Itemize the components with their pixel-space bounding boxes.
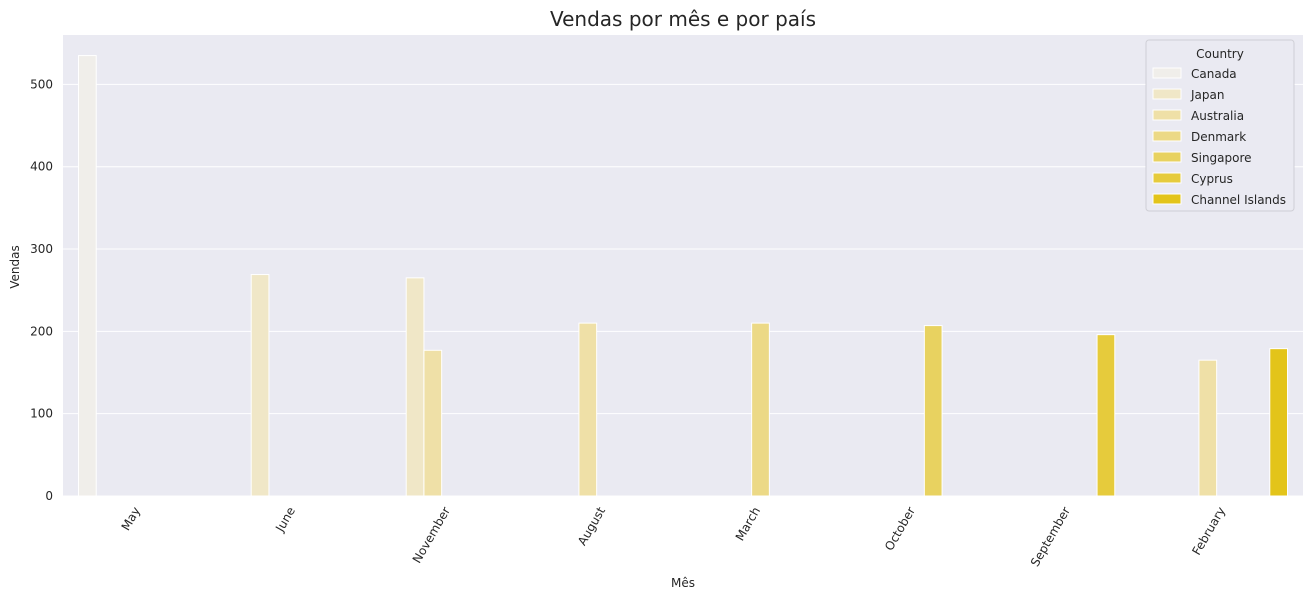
legend-swatch [1152, 130, 1182, 142]
y-tick-label: 0 [45, 489, 53, 503]
legend-swatch [1152, 88, 1182, 100]
legend-label: Canada [1191, 67, 1237, 81]
y-tick-label: 200 [30, 324, 53, 338]
x-tick-labels: May June November August March October Septemb… [119, 504, 1229, 569]
legend-swatch [1152, 67, 1182, 79]
legend-label: Japan [1190, 88, 1224, 102]
bar [1096, 334, 1116, 497]
y-tick-label: 400 [30, 160, 53, 174]
bar [923, 325, 943, 497]
legend-swatch [1152, 109, 1182, 121]
legend-label: Singapore [1191, 151, 1252, 165]
x-tick-label: March [733, 505, 763, 544]
bar [405, 277, 425, 497]
bar [78, 55, 97, 497]
legend-swatch [1152, 151, 1182, 163]
bars [78, 55, 1289, 497]
x-tick-label: June [272, 505, 298, 536]
bar [423, 349, 443, 497]
bar [1198, 359, 1218, 497]
x-tick-label: October [882, 504, 918, 553]
bar [578, 322, 598, 497]
legend-swatch [1152, 193, 1182, 205]
legend-label: Australia [1191, 109, 1244, 123]
chart-title: Vendas por mês e por país [550, 7, 816, 31]
x-axis-label: Mês [671, 576, 695, 590]
legend-label: Denmark [1191, 130, 1246, 144]
bar [250, 274, 270, 497]
legend-swatch [1152, 172, 1182, 184]
bar [751, 322, 770, 497]
bar [1269, 348, 1289, 497]
legend-box [1145, 39, 1295, 212]
x-tick-label: August [575, 504, 608, 548]
legend-label: Channel Islands [1191, 193, 1286, 207]
grid-lines [63, 83, 1303, 497]
legend: Country Canada Japan Australia Denmark Singa… [1145, 39, 1295, 212]
legend-title: Country [1196, 47, 1244, 61]
x-tick-label: May [119, 505, 144, 533]
plot-area [63, 35, 1303, 496]
y-tick-label: 500 [30, 77, 53, 91]
y-tick-label: 100 [30, 407, 53, 421]
x-tick-label: February [1189, 505, 1228, 558]
x-tick-label: November [410, 504, 453, 565]
legend-label: Cyprus [1191, 172, 1233, 186]
x-tick-label: September [1028, 504, 1073, 568]
y-tick-label: 300 [30, 242, 53, 256]
y-axis-label: Vendas [8, 245, 22, 289]
y-tick-labels: 0 100 200 300 400 500 [30, 77, 53, 503]
legend-items: Canada Japan Australia Denmark Singapore Cypr… [1152, 67, 1286, 207]
